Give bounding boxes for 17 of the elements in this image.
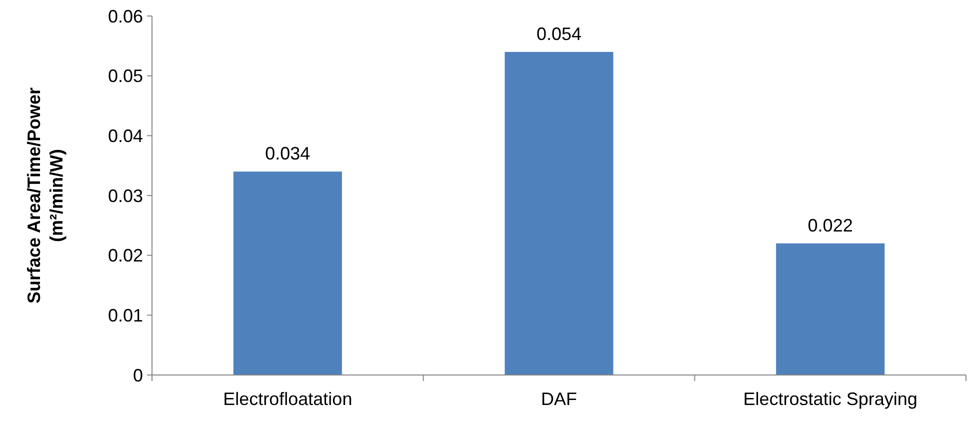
y-tick-label: 0.06 [108,6,143,26]
x-tick-label: Electrostatic Spraying [743,389,918,409]
bar [776,243,885,375]
y-tick-label: 0.05 [108,66,143,86]
y-tick-label: 0 [132,365,143,386]
y-tick-label: 0.02 [108,246,143,266]
data-label: 0.054 [536,24,582,44]
x-tick-label: DAF [541,389,578,409]
data-label: 0.034 [265,144,310,164]
bar [233,172,342,375]
y-tick-label: 0.03 [108,186,143,206]
y-tick-label: 0.04 [108,126,143,146]
x-tick-label: Electrofloatation [223,389,352,409]
bar [504,52,614,375]
y-axis-title: Surface Area/Time/Power (m²/min/W) [24,87,66,304]
data-label: 0.022 [808,215,853,236]
y-tick-label: 0.01 [108,305,143,326]
